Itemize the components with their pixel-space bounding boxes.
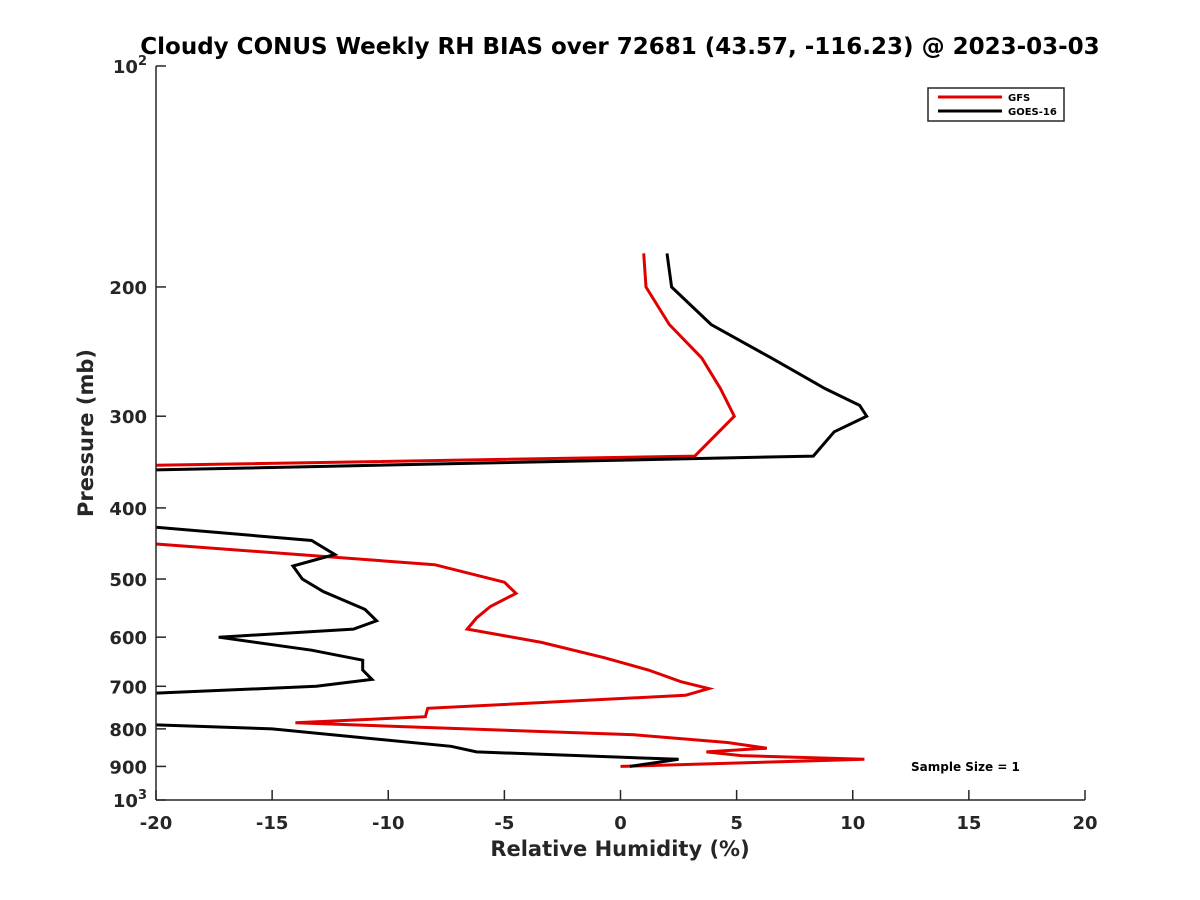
x-axis: -20 -15 -10 -5 0 5 10 15 20 xyxy=(140,790,1098,834)
y-tick-label: 300 xyxy=(109,407,147,428)
y-tick-label: 500 xyxy=(109,570,147,591)
x-axis-label: Relative Humidity (%) xyxy=(490,837,749,861)
y-tick-label: 400 xyxy=(109,499,147,520)
series-line-goes-16 xyxy=(156,253,869,472)
sample-size-annotation: Sample Size = 1 xyxy=(911,760,1020,774)
x-tick-label: 0 xyxy=(614,813,627,834)
series-line-goes-16 xyxy=(156,723,679,768)
y-tick-label: 800 xyxy=(109,720,147,741)
y-axis: 102 200 300 400 500 600 700 800 900 103 xyxy=(109,54,166,812)
x-tick-label: 10 xyxy=(840,813,865,834)
y-tick-label: 102 xyxy=(113,54,147,78)
legend-label-gfs: GFS xyxy=(1008,93,1030,104)
legend: GFS GOES-16 xyxy=(927,87,1065,122)
x-tick-label: 15 xyxy=(956,813,981,834)
chart-title: Cloudy CONUS Weekly RH BIAS over 72681 (… xyxy=(140,34,1099,60)
y-axis-label: Pressure (mb) xyxy=(74,349,98,517)
x-tick-label: -5 xyxy=(494,813,514,834)
y-tick-label: 700 xyxy=(109,677,147,698)
y-tick-label: 200 xyxy=(109,278,147,299)
y-tick-label: 103 xyxy=(113,788,147,812)
x-tick-label: -15 xyxy=(256,813,289,834)
legend-label-goes-16: GOES-16 xyxy=(1008,107,1057,118)
series-line-goes-16 xyxy=(156,525,380,695)
x-tick-label: 20 xyxy=(1072,813,1097,834)
plot-area xyxy=(156,253,869,768)
series-line-gfs xyxy=(156,253,737,467)
legend-box xyxy=(927,87,1065,122)
x-tick-label: 5 xyxy=(730,813,743,834)
y-tick-label: 600 xyxy=(109,628,147,649)
series-line-gfs xyxy=(156,542,865,768)
y-tick-label: 900 xyxy=(109,757,147,778)
x-tick-label: -10 xyxy=(372,813,405,834)
x-tick-label: -20 xyxy=(140,813,173,834)
